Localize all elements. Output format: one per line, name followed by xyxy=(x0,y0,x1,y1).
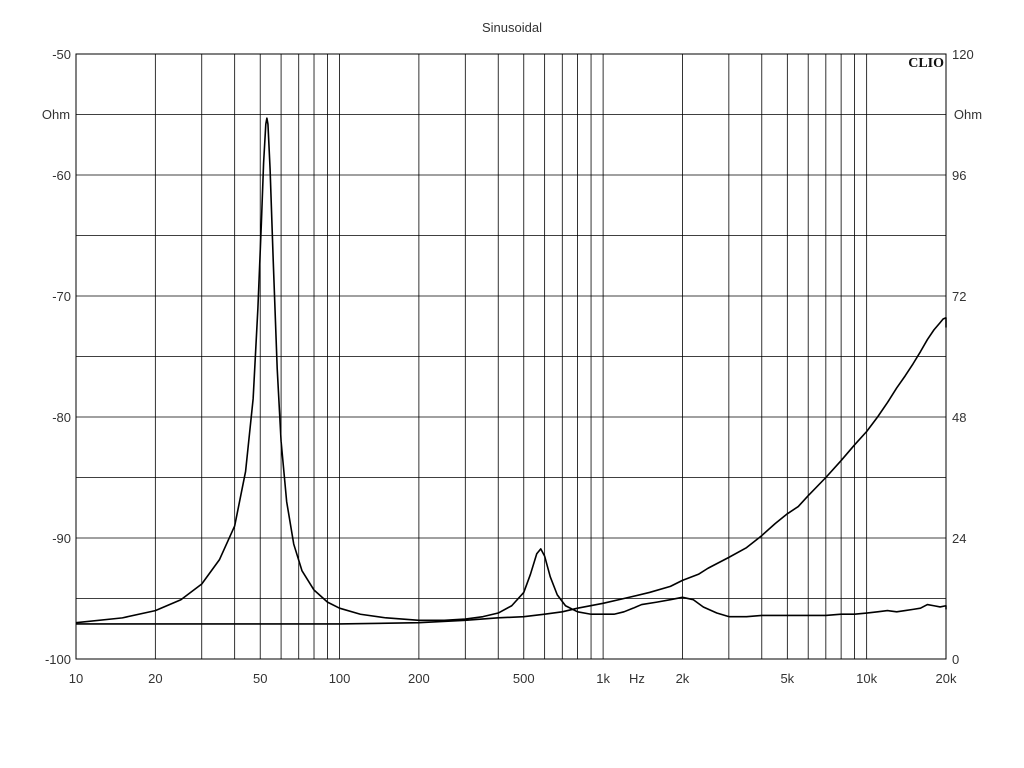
right-axis-unit-label: Ohm xyxy=(954,107,982,122)
y-left-tick-label: -80 xyxy=(52,410,71,425)
clio-logo: CLIO xyxy=(908,56,944,71)
x-tick-label: 20 xyxy=(148,671,162,686)
x-tick-label: 500 xyxy=(513,671,535,686)
x-tick-label: 200 xyxy=(408,671,430,686)
y-left-tick-label: -100 xyxy=(45,652,71,667)
x-tick-label: 1k xyxy=(596,671,610,686)
series-curves xyxy=(75,117,947,625)
plot-frame xyxy=(75,53,947,660)
x-tick-label: 100 xyxy=(329,671,351,686)
y-left-tick-label: -90 xyxy=(52,531,71,546)
y-right-tick-label: 0 xyxy=(952,652,959,667)
left-axis-unit-label: Ohm xyxy=(42,107,70,122)
y-left-tick-label: -60 xyxy=(52,168,71,183)
x-tick-label: 10k xyxy=(856,671,877,686)
x-tick-label: 2k xyxy=(676,671,690,686)
x-tick-label: 50 xyxy=(253,671,267,686)
x-tick-label: 5k xyxy=(780,671,794,686)
y-right-tick-label: 120 xyxy=(952,47,974,62)
tick-labels: 10 20 50 100 200 500 1k 2k 5k 10k 20k -50 -60 -70 -80 -… xyxy=(45,47,974,686)
series-line-1 xyxy=(75,117,947,624)
x-tick-label: 20k xyxy=(936,671,957,686)
x-axis-unit-label: Hz xyxy=(629,671,645,686)
x-tick-label: 10 xyxy=(69,671,83,686)
y-left-tick-label: -70 xyxy=(52,289,71,304)
y-right-tick-label: 24 xyxy=(952,531,966,546)
y-left-tick-label: -50 xyxy=(52,47,71,62)
y-right-tick-label: 48 xyxy=(952,410,966,425)
chart-title: Sinusoidal xyxy=(482,20,542,35)
series-line-2 xyxy=(76,316,947,625)
y-right-tick-label: 96 xyxy=(952,168,966,183)
y-right-tick-label: 72 xyxy=(952,289,966,304)
grid-lines xyxy=(75,53,947,660)
